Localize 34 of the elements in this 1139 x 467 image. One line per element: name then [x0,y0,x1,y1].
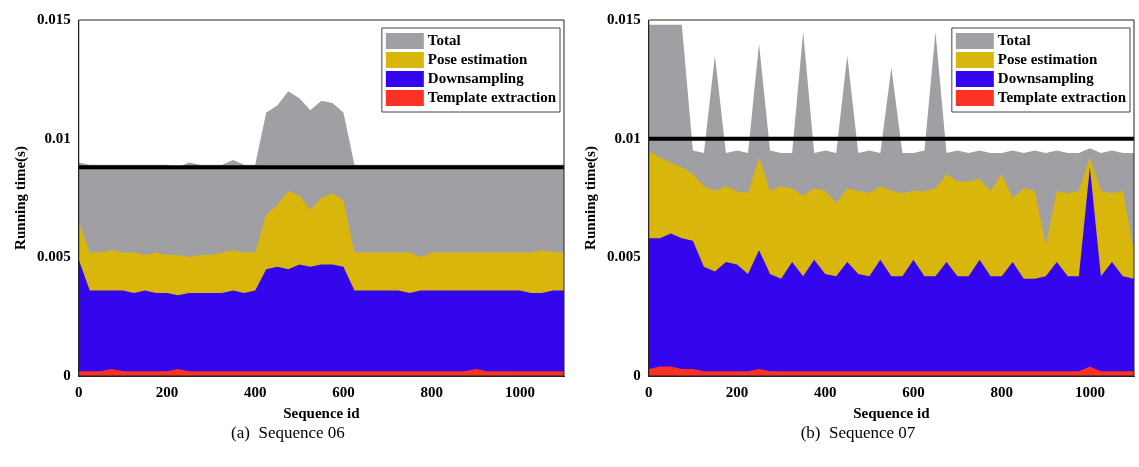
text: (b) Sequence 07 [799,423,917,443]
y-tick-label: 0.015 [607,10,641,27]
y-tick-label: 0.005 [37,248,71,265]
x-tick-label: 0 [75,383,83,400]
x-tick-label: 800 [990,383,1013,400]
legend-label: Pose estimation [427,51,529,68]
x-tick-label: 200 [725,383,749,400]
x-axis-title: Sequence id [283,404,361,421]
y-tick-label: 0.01 [44,129,71,146]
x-tick-label: 600 [902,383,925,400]
y-tick-label: 0 [63,366,71,383]
x-tick-label: 400 [243,383,267,400]
x-axis-title: Sequence id [853,404,931,421]
legend-label: Template extraction [427,89,557,106]
y-tick-label: 0.005 [607,248,641,265]
x-tick-label: 600 [332,383,355,400]
y-tick-label: 0 [633,366,641,383]
x-tick-label: 800 [420,383,443,400]
y-tick-label: 0.015 [37,10,71,27]
legend-label: Downsampling [997,70,1095,87]
legend-label: Total [427,32,461,49]
y-axis-title: Running time(s) [581,146,599,250]
legend-label: Downsampling [427,70,525,87]
legend-label: Template extraction [997,89,1127,106]
x-tick-label: 200 [155,383,179,400]
x-tick-label: 1000 [504,383,535,400]
x-tick-label: 0 [645,383,653,400]
legend-label: Total [997,32,1031,49]
y-axis-title: Running time(s) [11,146,29,250]
y-tick-label: 0.01 [614,129,641,146]
x-tick-label: 1000 [1074,383,1105,400]
legend-label: Pose estimation [997,51,1099,68]
x-tick-label: 400 [813,383,837,400]
text: (a) Sequence 06 [230,423,346,443]
